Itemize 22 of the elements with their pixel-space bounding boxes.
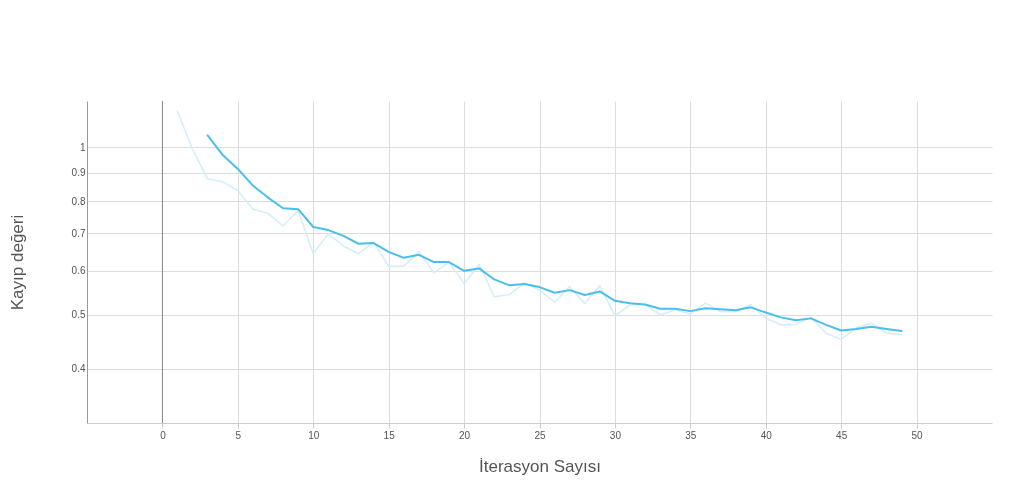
y-tick-label: 0.6 [71,265,86,277]
x-tick-label: 40 [760,429,773,441]
y-tick-label: 0.5 [71,309,86,321]
y-axis-title: Kayıp değeri [7,214,27,311]
line-series [176,110,903,341]
x-tick-label: 10 [308,429,320,441]
x-tick-label: 15 [383,429,396,441]
x-tick-label: 20 [459,429,471,441]
y-tick-label: 1 [79,141,86,153]
x-tick-label: 35 [685,429,697,441]
x-tick-label: 50 [911,429,924,441]
x-tick-label: 0 [160,429,167,441]
y-tick-label: 0.9 [71,167,86,179]
y-tick-label: 0.7 [71,228,86,239]
x-axis-title: İterasyon Sayısı [479,456,601,476]
x-tick-label: 30 [609,429,622,441]
x-tick-label: 45 [836,429,848,441]
line-series [206,134,903,332]
y-tick-label: 0.8 [71,195,86,207]
x-tick-label: 25 [534,429,546,441]
y-tick-label: 0.4 [71,363,86,375]
x-tick-label: 5 [235,429,242,441]
